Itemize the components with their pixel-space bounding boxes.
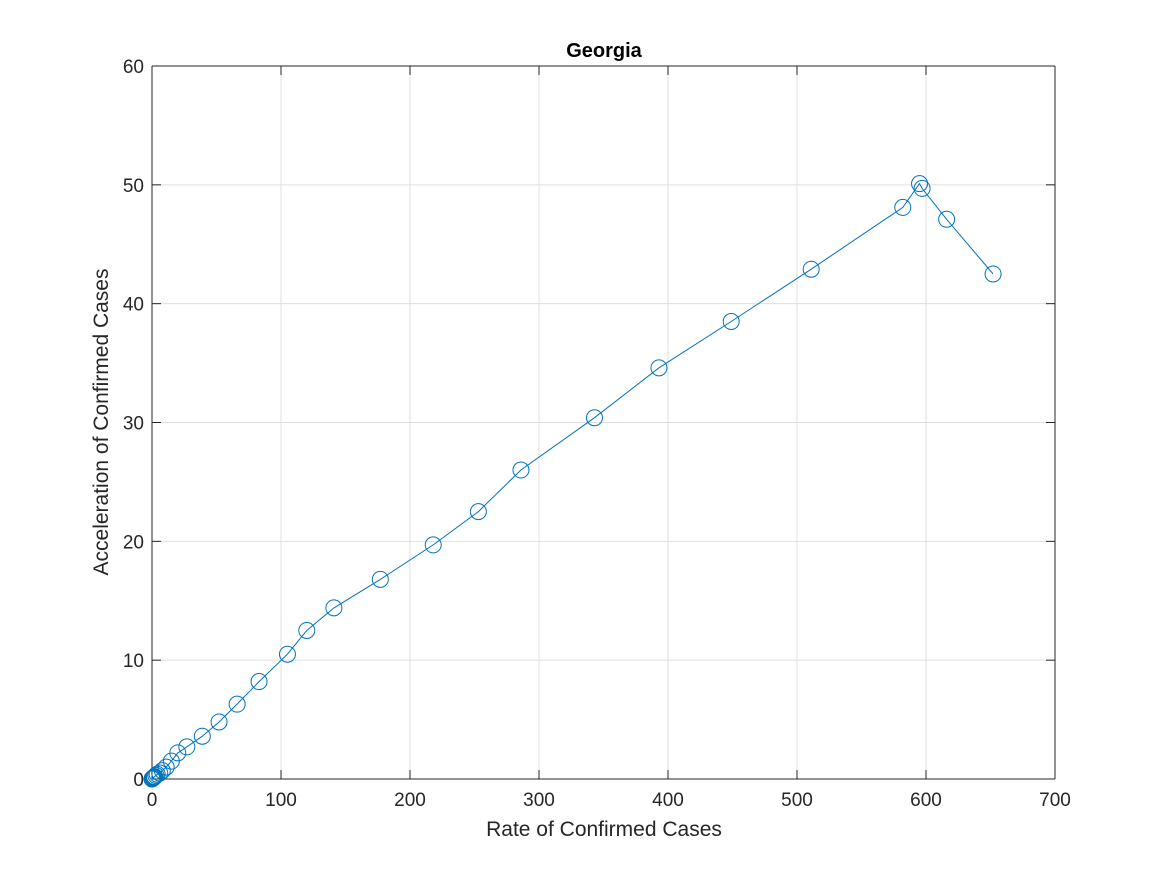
chart-title: Georgia <box>566 40 642 62</box>
data-point <box>157 758 175 776</box>
series-line <box>151 182 994 780</box>
x-tick-label: 400 <box>652 790 684 811</box>
x-axis-label: Rate of Confirmed Cases <box>486 818 722 841</box>
data-point <box>911 175 929 193</box>
y-tick-label: 40 <box>123 295 144 316</box>
x-tick-label: 200 <box>394 790 426 811</box>
data-point <box>938 210 956 228</box>
data-point <box>210 713 228 731</box>
y-tick-label: 10 <box>123 651 144 672</box>
ticks: 0 100 200 300 400 500 600 700 0 10 20 30 40 50 60 <box>123 57 1071 811</box>
data-point <box>894 198 912 216</box>
data-point <box>250 673 268 691</box>
data-point <box>512 461 530 479</box>
y-axis-label: Acceleration of Confirmed Cases <box>90 269 113 576</box>
y-tick-label: 60 <box>123 57 144 78</box>
data-point <box>169 744 187 762</box>
x-tick-label: 300 <box>523 790 555 811</box>
data-point <box>913 179 931 197</box>
series <box>143 175 1002 788</box>
data-point <box>153 762 171 780</box>
x-tick-label: 0 <box>147 790 158 811</box>
data-point <box>228 695 246 713</box>
data-point <box>585 409 603 427</box>
grid <box>152 66 1055 779</box>
data-point <box>145 768 163 786</box>
y-tick-label: 0 <box>133 770 144 791</box>
data-point <box>650 359 668 377</box>
data-point <box>469 503 487 521</box>
data-point <box>148 765 166 783</box>
data-point <box>278 645 296 663</box>
y-tick-label: 50 <box>123 176 144 197</box>
data-point <box>984 265 1002 283</box>
x-tick-label: 100 <box>265 790 297 811</box>
x-tick-label: 700 <box>1039 790 1071 811</box>
data-point <box>144 769 162 787</box>
data-point <box>424 536 442 554</box>
y-tick-label: 30 <box>123 414 144 435</box>
data-point <box>722 312 740 330</box>
y-tick-label: 20 <box>123 532 144 553</box>
data-point <box>178 738 196 756</box>
data-point <box>371 570 389 588</box>
data-point <box>802 260 820 278</box>
x-tick-label: 600 <box>910 790 942 811</box>
data-point <box>193 727 211 745</box>
data-point <box>151 764 169 782</box>
x-tick-label: 500 <box>781 790 813 811</box>
data-point <box>147 766 165 784</box>
data-point <box>325 599 343 617</box>
data-point <box>298 621 316 639</box>
